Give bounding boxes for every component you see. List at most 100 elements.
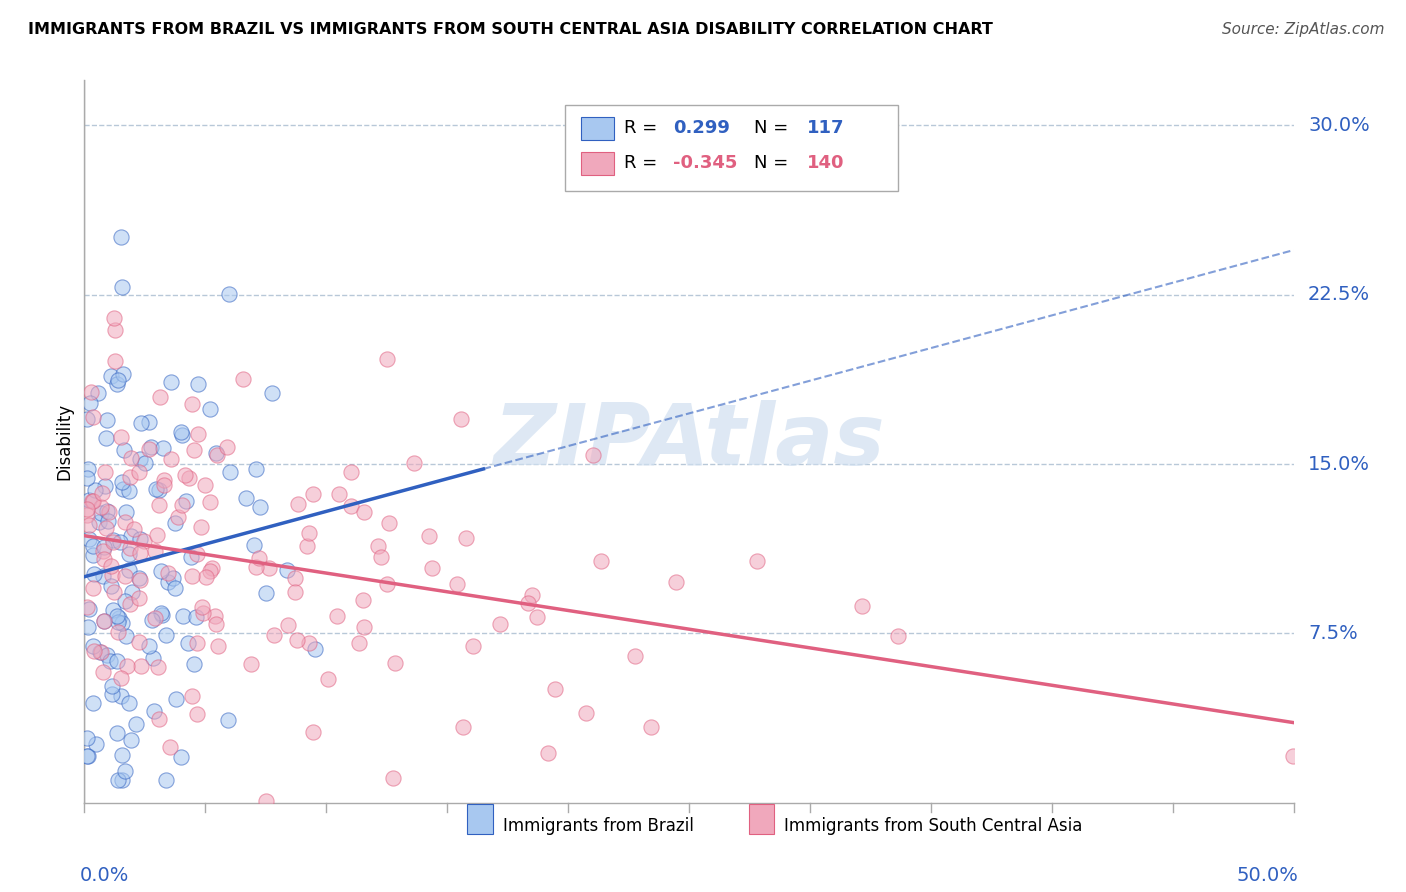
Point (304, 641, 326, 656)
Point (174, 468, 197, 483)
Point (155, 628, 177, 642)
Y-axis label: Disability: Disability (55, 403, 73, 480)
Point (117, 659, 139, 673)
Point (83, 643, 105, 657)
Point (302, 725, 325, 739)
Point (170, 425, 193, 440)
Point (115, 505, 138, 519)
Point (245, 462, 267, 476)
Point (120, 451, 142, 466)
Point (201, 560, 224, 574)
Point (249, 500, 271, 515)
Text: Immigrants from South Central Asia: Immigrants from South Central Asia (785, 817, 1083, 835)
Point (97, 505, 120, 519)
Point (76, 471, 98, 485)
Point (96, 504, 118, 518)
Point (128, 591, 150, 605)
Point (463, 639, 485, 653)
Point (77, 533, 100, 547)
Point (110, 230, 132, 244)
Point (150, 608, 173, 623)
Point (454, 532, 477, 546)
Point (297, 636, 319, 650)
Point (382, 771, 405, 785)
Point (98, 654, 121, 668)
Point (536, 746, 558, 760)
Point (263, 628, 285, 642)
Point (347, 636, 370, 650)
Point (94, 431, 117, 445)
Point (165, 516, 187, 530)
Point (82, 548, 104, 562)
Point (340, 500, 363, 514)
Point (82, 410, 104, 425)
Point (148, 712, 170, 726)
Point (186, 707, 208, 722)
Point (159, 375, 181, 389)
Point (418, 529, 440, 543)
Point (90, 486, 112, 500)
Point (125, 716, 148, 731)
Point (87, 385, 110, 400)
Point (340, 466, 363, 480)
Point (404, 456, 426, 470)
Point (111, 773, 134, 788)
Point (93, 466, 115, 480)
Point (103, 311, 125, 326)
Point (143, 610, 166, 624)
Point (190, 520, 212, 534)
Point (103, 603, 125, 617)
Point (93, 615, 115, 629)
Point (82, 582, 104, 596)
Point (745, 554, 768, 568)
Point (155, 773, 177, 788)
Point (156, 566, 179, 581)
Point (86, 738, 108, 752)
Point (172, 608, 194, 623)
Point (129, 573, 152, 587)
Point (184, 610, 207, 624)
Point (142, 651, 165, 665)
Point (187, 376, 209, 391)
Point (103, 584, 125, 599)
Point (128, 452, 150, 467)
Point (165, 691, 187, 706)
Point (207, 639, 229, 653)
Point (82, 494, 104, 508)
Point (76, 462, 98, 476)
Point (352, 593, 374, 607)
Point (149, 390, 172, 404)
Point (262, 386, 284, 401)
Point (118, 563, 141, 577)
Point (516, 596, 538, 610)
Point (420, 561, 443, 575)
Point (191, 600, 214, 615)
Point (169, 750, 191, 764)
Point (520, 588, 543, 602)
Point (277, 617, 299, 632)
Point (575, 706, 598, 721)
Point (526, 610, 548, 624)
Text: 0.0%: 0.0% (80, 866, 129, 885)
Text: -0.345: -0.345 (672, 154, 737, 172)
Point (200, 401, 222, 416)
Point (105, 608, 128, 623)
Point (100, 579, 122, 593)
Point (108, 611, 131, 625)
Text: N =: N = (755, 120, 789, 137)
Point (204, 609, 226, 624)
Point (181, 568, 204, 582)
Point (128, 465, 150, 479)
Point (150, 606, 173, 620)
Point (353, 505, 375, 519)
Point (353, 620, 375, 634)
Point (141, 613, 163, 627)
Point (111, 279, 134, 293)
Point (118, 547, 141, 561)
Text: R =: R = (624, 154, 657, 172)
Text: 50.0%: 50.0% (1236, 866, 1298, 885)
Point (187, 426, 209, 441)
Point (114, 594, 136, 608)
Point (82, 696, 104, 710)
Point (177, 471, 200, 485)
